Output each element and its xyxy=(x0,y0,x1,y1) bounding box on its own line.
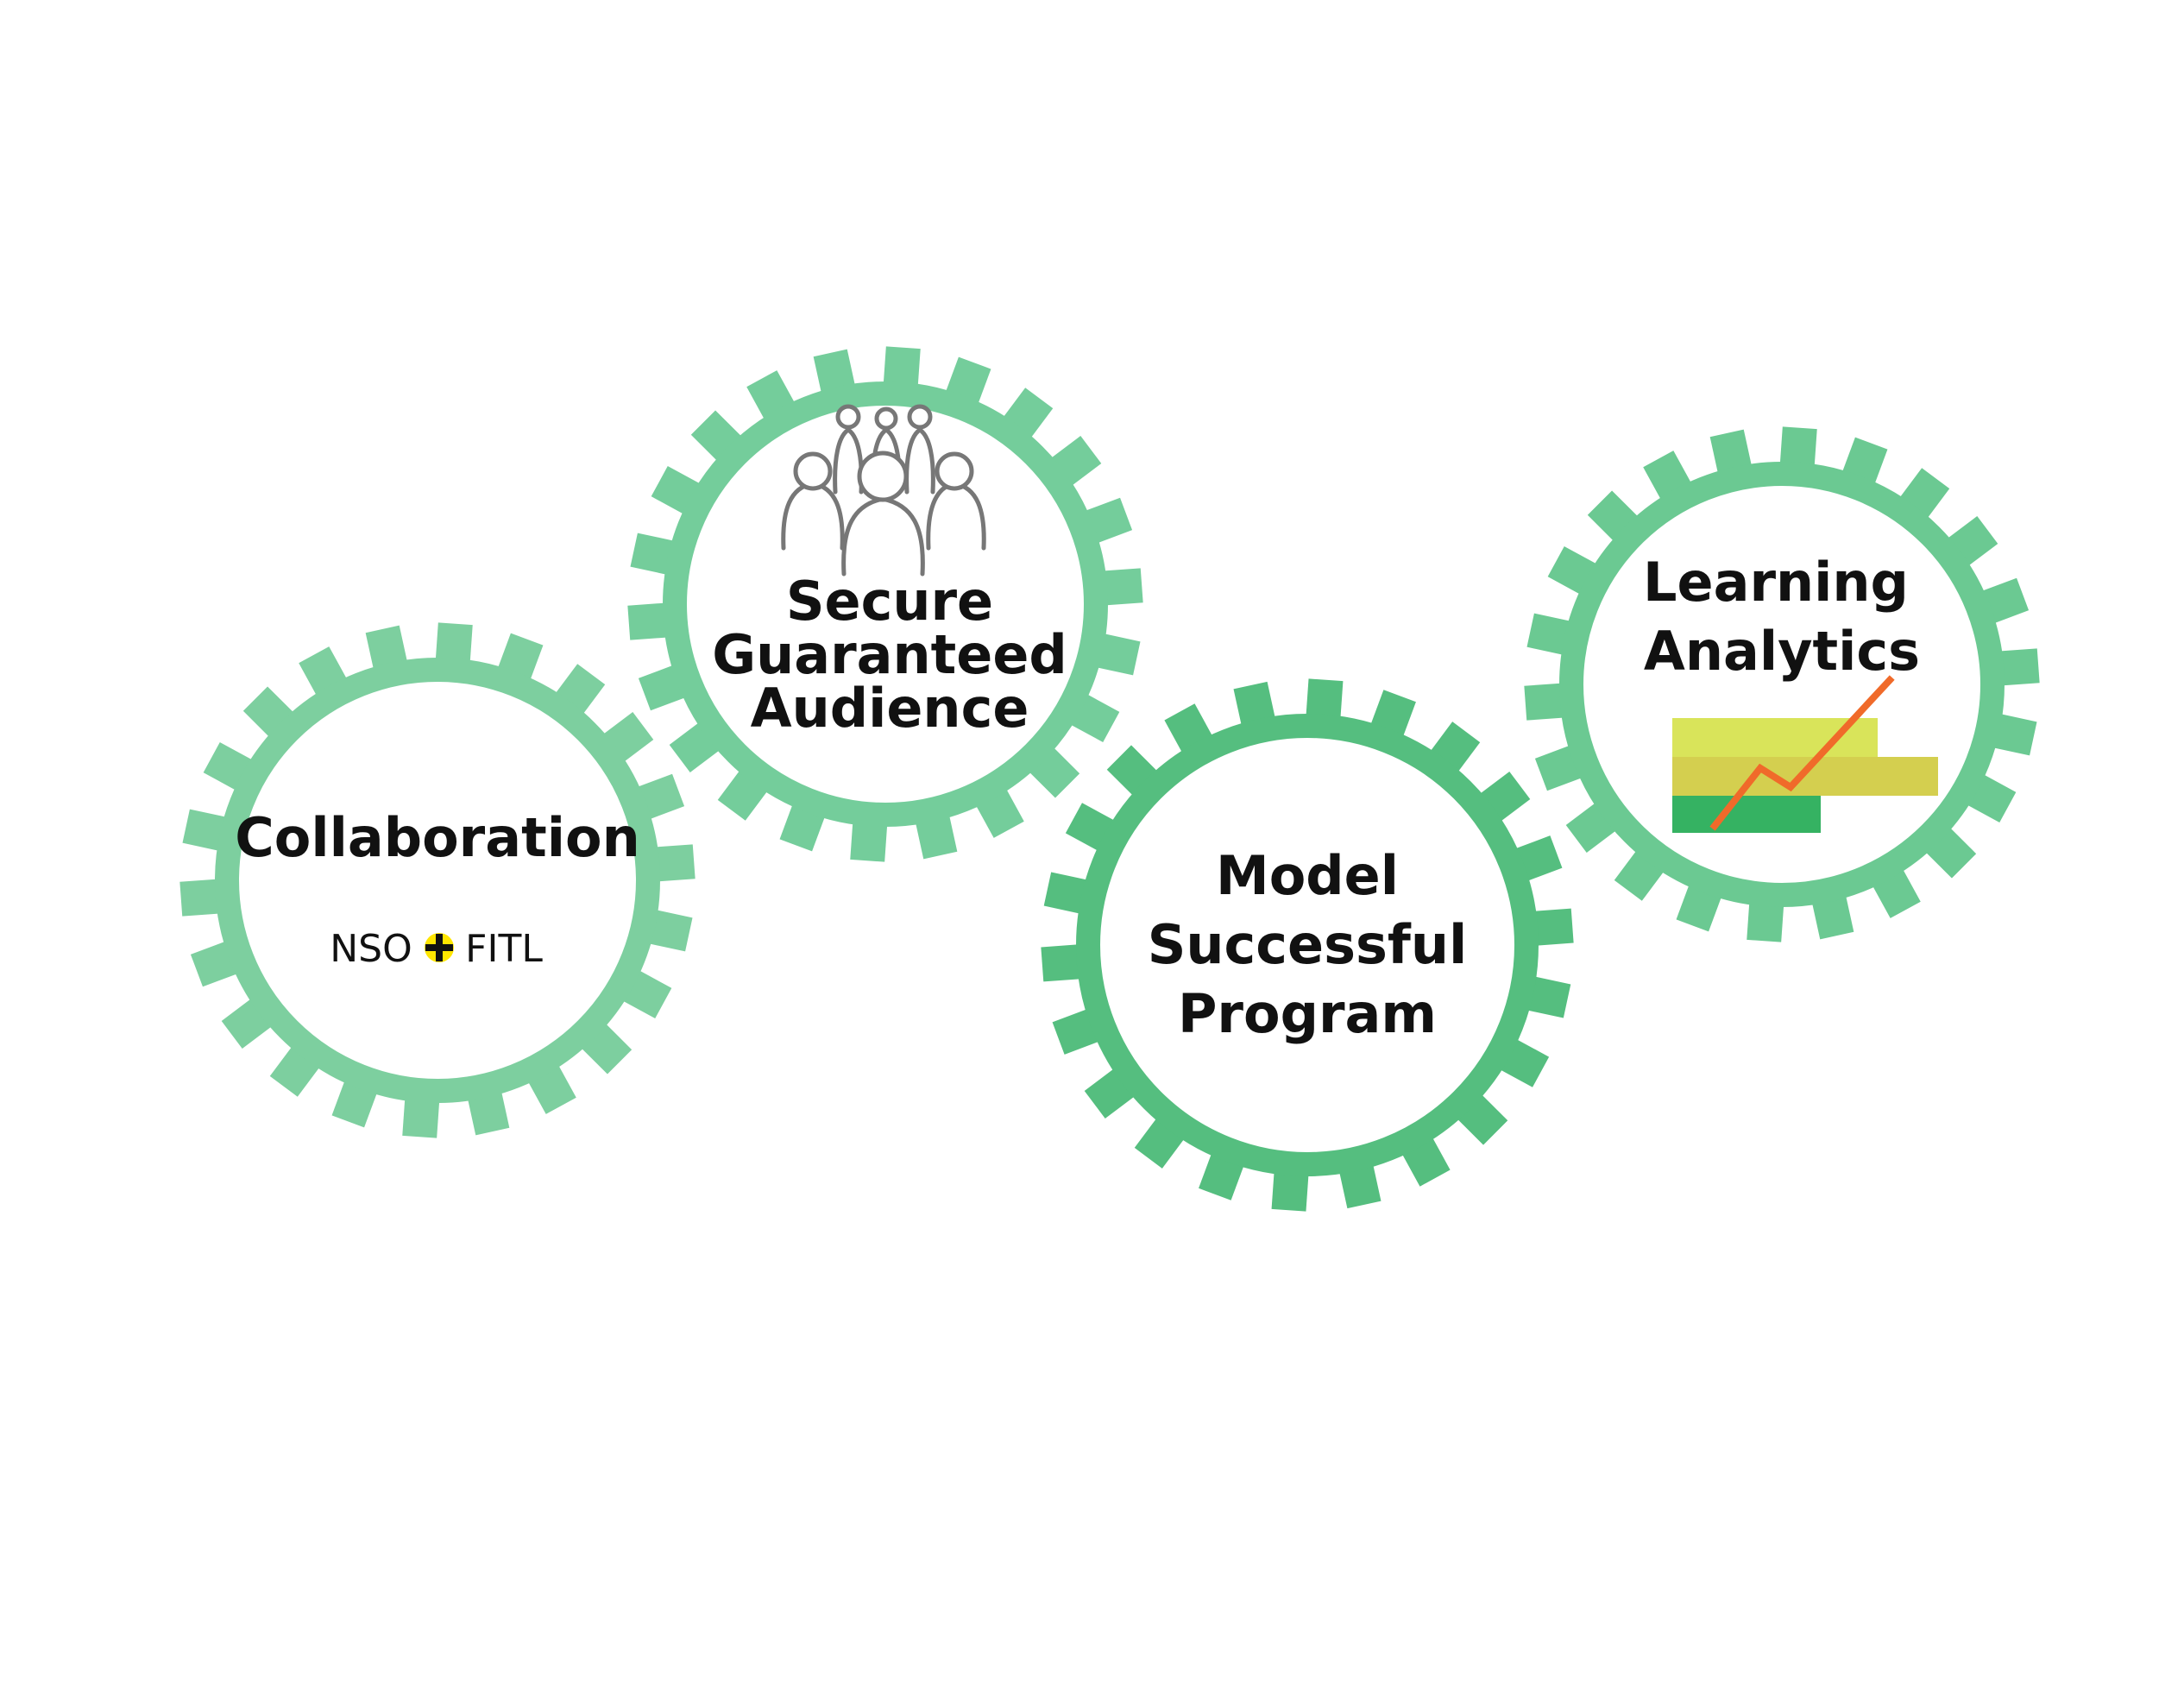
gear-model-program: Model Successful Program xyxy=(1041,678,1574,1212)
gear-ring xyxy=(1076,714,1539,1176)
model-program-title-line-2: Successful xyxy=(1148,913,1468,976)
gear-tooth xyxy=(883,346,921,388)
gear-tooth xyxy=(654,844,695,882)
learning-analytics-title-line-2: Analytics xyxy=(1644,620,1920,683)
gear-tooth xyxy=(1199,1152,1244,1201)
model-program-title-line-3: Program xyxy=(1178,982,1437,1045)
gear-ring xyxy=(215,658,660,1103)
gear-tooth xyxy=(1102,568,1143,606)
secure-audience-title-line-1: Secure xyxy=(786,570,993,633)
gear-secure-audience: Secure Guaranteed Audience xyxy=(627,346,1143,862)
gear-tooth xyxy=(915,814,958,860)
gear-tooth xyxy=(945,356,991,405)
gear-learning-analytics: Learning Analytics xyxy=(1524,426,2040,942)
gear-tooth xyxy=(1514,835,1563,882)
analytics-bar-bottom xyxy=(1672,796,1821,833)
gear-tooth xyxy=(1370,690,1416,738)
gear-tooth xyxy=(467,1090,510,1136)
analytics-chart-icon xyxy=(1672,675,1938,833)
gear-tooth xyxy=(1526,976,1571,1018)
people-group-icon xyxy=(781,404,986,577)
secure-audience-title-line-2: Guaranteed xyxy=(712,623,1067,686)
gear-tooth xyxy=(850,821,888,862)
gear-tooth xyxy=(1998,648,2040,686)
gear-tooth xyxy=(1811,894,1854,940)
secure-audience-title-line-3: Audience xyxy=(751,677,1029,740)
gear-tooth xyxy=(1233,681,1276,727)
gear-tooth xyxy=(1052,1008,1100,1055)
gear-collaboration-shape xyxy=(179,622,695,1138)
analytics-trend-line xyxy=(1709,675,1895,831)
gear-tooth xyxy=(1676,884,1722,932)
gear-tooth xyxy=(182,809,227,851)
gear-tooth xyxy=(1041,944,1082,982)
gear-tooth xyxy=(402,1097,440,1138)
gear-tooth xyxy=(365,625,408,671)
gear-tooth xyxy=(1841,437,1888,485)
gear-tooth xyxy=(1271,1170,1309,1212)
gear-tooth xyxy=(638,665,687,711)
gear-tooth xyxy=(648,910,693,952)
gear-tooth xyxy=(1992,714,2037,756)
gear-secure-audience-shape xyxy=(627,346,1143,862)
gear-tooth xyxy=(1084,497,1133,544)
gear-tooth xyxy=(813,349,856,394)
gear-tooth xyxy=(497,633,544,681)
collaboration-fitl-label: FITL xyxy=(465,927,543,971)
gear-tooth xyxy=(1306,678,1344,720)
gear-tooth xyxy=(1709,429,1753,475)
gear-tooth xyxy=(779,804,826,852)
gear-learning-analytics-shape xyxy=(1524,426,2040,942)
model-program-title-line-1: Model xyxy=(1216,844,1399,907)
gear-tooth xyxy=(190,941,239,987)
gear-tooth xyxy=(179,879,221,917)
gear-tooth xyxy=(1534,745,1583,791)
gear-tooth xyxy=(1338,1163,1382,1209)
gear-tooth xyxy=(630,533,675,575)
gear-tooth xyxy=(1779,426,1817,468)
gear-model-program-shape xyxy=(1041,678,1574,1212)
gear-tooth xyxy=(1043,872,1089,914)
plus-icon xyxy=(425,933,454,962)
gear-tooth xyxy=(1533,908,1574,946)
gear-tooth xyxy=(1096,633,1141,676)
analytics-bar-top xyxy=(1672,718,1878,757)
gear-tooth xyxy=(1526,613,1571,655)
gear-collaboration: Collaboration NSO FITL xyxy=(179,622,695,1138)
gear-tooth xyxy=(636,773,685,820)
learning-analytics-title-line-1: Learning xyxy=(1643,551,1909,614)
collaboration-title: Collaboration xyxy=(235,806,639,869)
gear-ring xyxy=(663,381,1108,827)
gear-tooth xyxy=(435,622,473,664)
gear-tooth xyxy=(627,602,669,640)
gear-tooth xyxy=(1524,683,1565,721)
gear-tooth xyxy=(1980,577,2030,624)
gear-tooth xyxy=(1747,901,1784,942)
collaboration-nso-label: NSO xyxy=(330,927,412,971)
gear-tooth xyxy=(331,1080,378,1128)
